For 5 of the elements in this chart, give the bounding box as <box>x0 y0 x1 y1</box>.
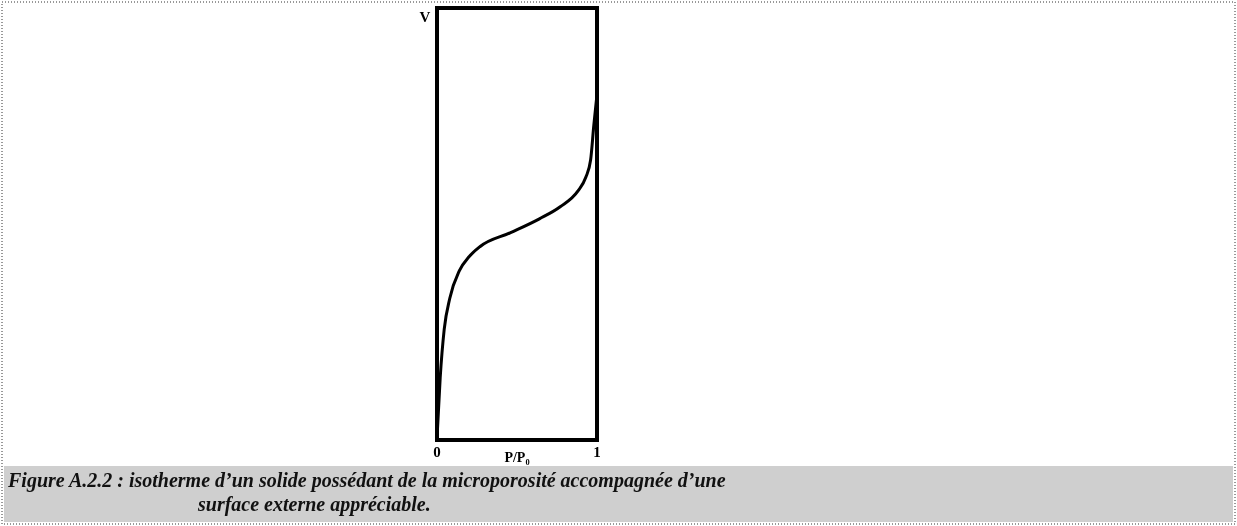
text: Figure A.2.2 : isotherme d’un solide possédant de la microporosité accompagnée d’une surface externe appréciable. <box>7 469 726 516</box>
x-tick-label: 1 <box>593 444 601 460</box>
y-axis-title: V <box>419 9 431 25</box>
x-tick-label: 0 <box>433 444 441 460</box>
x-axis-title: P/P₀ <box>504 450 530 465</box>
